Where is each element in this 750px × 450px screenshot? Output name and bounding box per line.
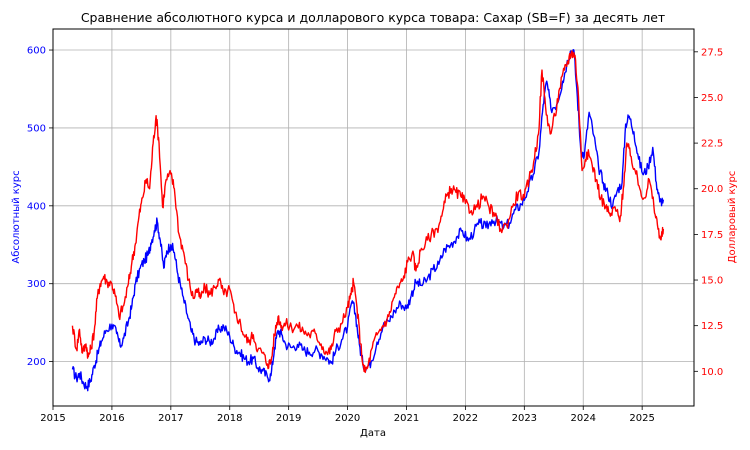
x-tick-label: 2015 <box>40 413 65 424</box>
left-tick-label: 400 <box>27 201 46 212</box>
right-tick-label: 15.0 <box>701 276 723 287</box>
left-axis-label: Абсолютный курс <box>11 170 22 263</box>
chart-title: Сравнение абсолютного курса и долларовог… <box>81 10 665 25</box>
x-tick-label: 2023 <box>512 413 537 424</box>
x-tick-label: 2017 <box>158 413 183 424</box>
grid <box>52 29 694 406</box>
x-tick-label: 2016 <box>99 413 124 424</box>
right-tick-label: 25.0 <box>701 93 723 104</box>
x-axis: 2015 2016 2017 2018 2019 2020 2021 2022 2023 2024… <box>40 406 655 424</box>
right-tick-label: 12.5 <box>701 321 723 332</box>
dollar-price-line <box>71 50 665 374</box>
x-tick-label: 2021 <box>394 413 419 424</box>
x-tick-label: 2024 <box>571 413 596 424</box>
right-tick-label: 22.5 <box>701 139 723 150</box>
x-tick-label: 2018 <box>217 413 242 424</box>
right-axis-label: Долларовый курс <box>727 171 738 264</box>
right-tick-label: 10.0 <box>701 367 723 378</box>
left-tick-label: 300 <box>27 279 46 290</box>
x-axis-label: Дата <box>360 428 386 439</box>
x-tick-label: 2019 <box>276 413 301 424</box>
plot-frame <box>52 28 695 407</box>
series-lines <box>71 49 665 392</box>
absolute-price-line <box>71 49 665 392</box>
right-tick-label: 17.5 <box>701 230 723 241</box>
right-tick-label: 20.0 <box>701 184 723 195</box>
x-tick-label: 2025 <box>629 413 654 424</box>
left-tick-label: 500 <box>27 123 46 134</box>
x-tick-label: 2020 <box>335 413 360 424</box>
left-tick-label: 200 <box>27 357 46 368</box>
left-y-axis: 200 300 400 500 600 <box>27 46 53 368</box>
x-tick-label: 2022 <box>453 413 478 424</box>
left-tick-label: 600 <box>27 46 46 57</box>
right-tick-label: 27.5 <box>701 47 723 58</box>
right-y-axis: 10.0 12.5 15.0 17.5 20.0 22.5 25.0 27.5 <box>694 47 723 378</box>
